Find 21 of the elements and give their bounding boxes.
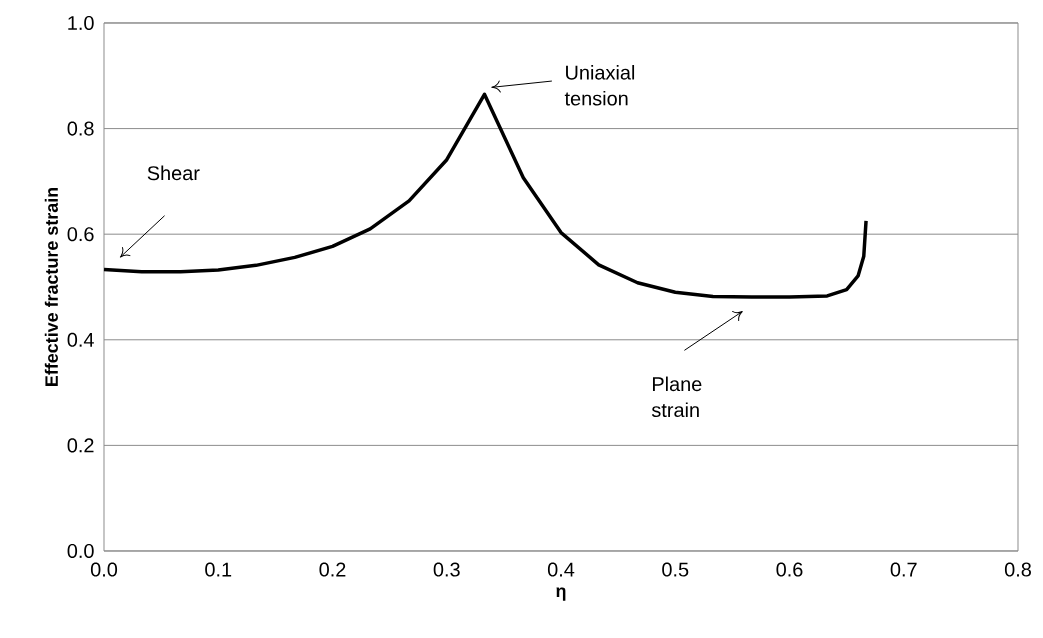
x-tick-label: 0.1 — [205, 562, 232, 577]
x-tick-label: 0.8 — [1004, 562, 1031, 577]
x-tick-label: 0.2 — [319, 562, 346, 577]
y-tick-label: 1.0 — [68, 15, 94, 31]
x-tick-label: 0.6 — [776, 562, 803, 577]
y-tick-label: 0.0 — [67, 543, 94, 559]
y-tick-label: 0.4 — [67, 332, 94, 347]
annotation: Shear — [147, 165, 200, 181]
x-tick-label: 0.3 — [433, 562, 460, 577]
x-tick-label: 0.5 — [662, 562, 689, 577]
y-tick-label: 0.2 — [67, 438, 94, 453]
x-tick-label: 0.0 — [90, 562, 118, 577]
x-tick-label: 0.4 — [547, 562, 575, 577]
annotation: Plane strain — [651, 376, 702, 418]
y-tick-label: 0.8 — [67, 121, 94, 136]
x-axis-title: η — [556, 587, 566, 601]
y-tick-label: 0.6 — [67, 227, 94, 242]
x-tick-label: 0.7 — [890, 562, 917, 577]
annotation: Uniaxial tension — [564, 65, 635, 106]
y-axis-title: Effective fracture strain — [44, 187, 58, 386]
line-series — [102, 92, 868, 299]
